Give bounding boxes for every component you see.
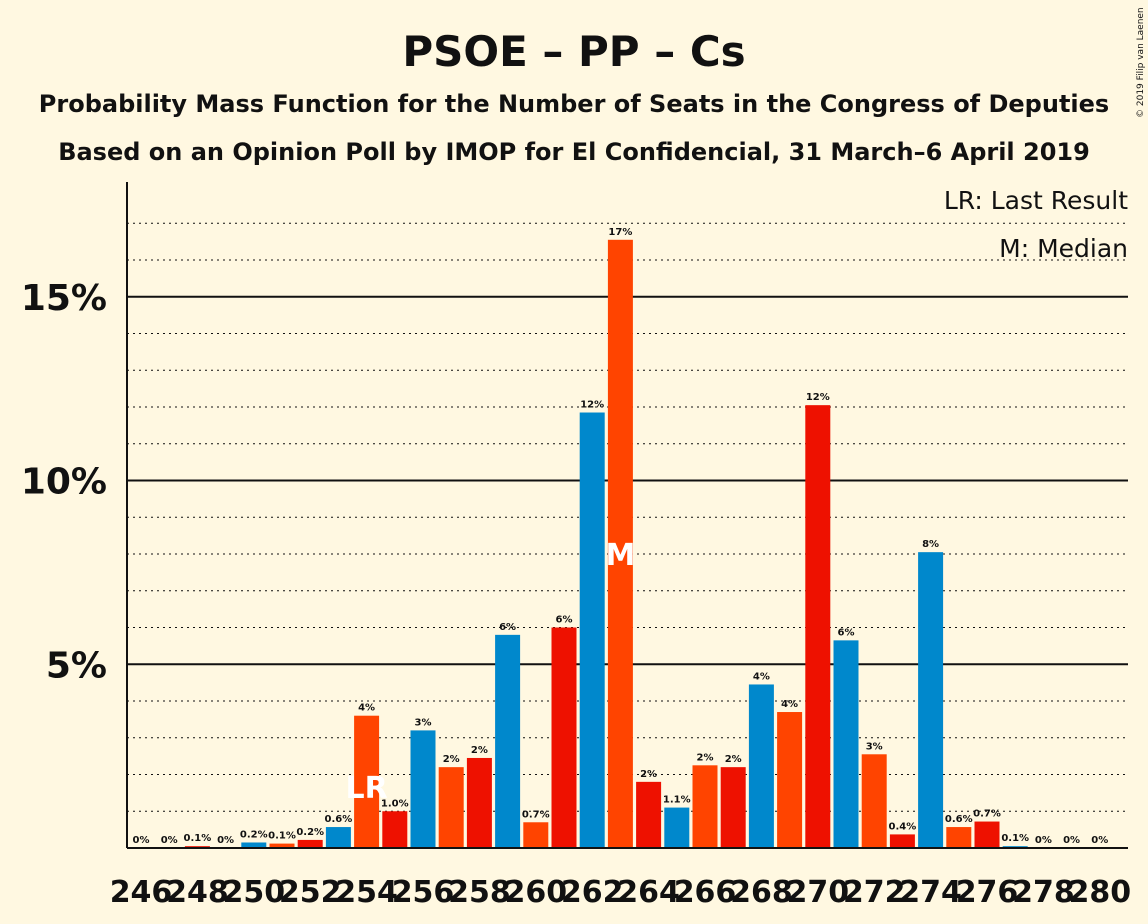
bar-254 <box>354 715 380 848</box>
legend-last-result: LR: Last Result <box>944 186 1128 215</box>
bar-270 <box>805 405 831 848</box>
y-tick-label: 5% <box>46 645 107 686</box>
bar-257 <box>438 767 464 848</box>
data-label-264: 2% <box>640 769 657 780</box>
bar-265 <box>664 807 690 848</box>
bar-250 <box>241 842 267 848</box>
x-tick-label: 260 <box>504 875 567 910</box>
bar-276 <box>974 821 1000 848</box>
x-tick-label: 264 <box>617 875 680 910</box>
bar-258 <box>466 757 492 848</box>
data-label-258: 2% <box>471 745 488 756</box>
x-tick-label: 256 <box>392 875 455 910</box>
bar-251 <box>269 843 295 848</box>
data-label-254: 4% <box>358 703 375 714</box>
data-label-250: 0.2% <box>240 829 268 840</box>
y-axis-ticks: 5% 10% 15% <box>21 278 107 687</box>
data-label-268: 4% <box>753 671 770 682</box>
data-label-277: 0.1% <box>1001 833 1029 844</box>
median-marker: M <box>605 538 635 573</box>
x-tick-label: 280 <box>1068 875 1131 910</box>
data-label-249: 0% <box>217 835 234 846</box>
gridlines <box>127 222 1128 812</box>
bar-267 <box>720 767 746 848</box>
x-tick-label: 266 <box>674 875 737 910</box>
x-tick-label: 276 <box>956 875 1019 910</box>
data-label-267: 2% <box>725 754 742 765</box>
copyright-note: © 2019 Filip van Laenen <box>1136 7 1146 118</box>
data-label-248: 0.1% <box>184 833 212 844</box>
x-tick-label: 270 <box>786 875 849 910</box>
data-label-276: 0.7% <box>973 809 1001 820</box>
data-label-272: 3% <box>866 741 883 752</box>
bar-274 <box>918 552 944 848</box>
data-label-252: 0.2% <box>296 827 324 838</box>
bar-272 <box>861 754 887 848</box>
data-label-251: 0.1% <box>268 831 296 842</box>
bar-256 <box>410 730 436 848</box>
bar-252 <box>297 839 323 848</box>
bars-group <box>184 239 1028 849</box>
x-tick-label: 252 <box>279 875 342 910</box>
data-label-246: 0% <box>133 835 150 846</box>
data-label-263: 17% <box>608 227 632 238</box>
bar-269 <box>777 712 803 848</box>
data-label-247: 0% <box>161 835 178 846</box>
data-label-270: 12% <box>806 392 830 403</box>
data-label-261: 6% <box>556 615 573 626</box>
y-tick-label: 15% <box>21 278 107 319</box>
bar-271 <box>833 640 859 848</box>
x-tick-label: 262 <box>561 875 624 910</box>
data-label-262: 12% <box>580 400 604 411</box>
bar-262 <box>579 412 605 848</box>
chart-subtitle: Probability Mass Function for the Number… <box>39 90 1109 118</box>
data-label-253: 0.6% <box>325 814 353 825</box>
x-tick-label: 248 <box>166 875 229 910</box>
x-axis-ticks: 2462482502522542562582602622642662682702… <box>110 875 1131 910</box>
data-label-271: 6% <box>838 627 855 638</box>
bar-275 <box>946 827 972 848</box>
bar-259 <box>495 634 521 848</box>
x-tick-label: 268 <box>730 875 793 910</box>
x-tick-label: 246 <box>110 875 173 910</box>
bar-266 <box>692 765 718 848</box>
bar-253 <box>325 827 351 848</box>
bar-268 <box>748 684 774 848</box>
x-tick-label: 250 <box>222 875 285 910</box>
bar-263 <box>607 239 633 849</box>
x-tick-label: 274 <box>899 875 962 910</box>
chart-title: PSOE – PP – Cs <box>402 27 745 76</box>
x-tick-label: 278 <box>1012 875 1075 910</box>
data-label-273: 0.4% <box>889 821 917 832</box>
data-label-260: 0.7% <box>522 809 550 820</box>
data-label-274: 8% <box>922 539 939 550</box>
legend-median: M: Median <box>999 234 1128 263</box>
data-label-278: 0% <box>1035 835 1052 846</box>
data-label-256: 3% <box>415 717 432 728</box>
data-label-275: 0.6% <box>945 814 973 825</box>
data-label-259: 6% <box>499 622 516 633</box>
bar-261 <box>551 627 577 848</box>
data-label-255: 1.0% <box>381 798 409 809</box>
data-label-257: 2% <box>443 754 460 765</box>
last-result-marker: LR <box>345 771 387 806</box>
chart-subtitle-source: Based on an Opinion Poll by IMOP for El … <box>58 138 1090 166</box>
data-label-280: 0% <box>1091 835 1108 846</box>
bar-264 <box>636 781 662 848</box>
data-label-265: 1.1% <box>663 795 691 806</box>
bar-255 <box>382 811 408 848</box>
bar-273 <box>889 834 915 848</box>
x-tick-label: 254 <box>335 875 398 910</box>
bar-260 <box>523 822 549 848</box>
data-label-269: 4% <box>781 699 798 710</box>
x-tick-label: 272 <box>843 875 906 910</box>
data-labels: 0% 0% 0.1% 0%0.2% 0.1% 0.2%0.6%4%LR1.0%3%2%2%… <box>133 227 1109 846</box>
x-tick-label: 258 <box>448 875 511 910</box>
y-tick-label: 10% <box>21 462 107 503</box>
data-label-279: 0% <box>1063 835 1080 846</box>
data-label-266: 2% <box>697 752 714 763</box>
